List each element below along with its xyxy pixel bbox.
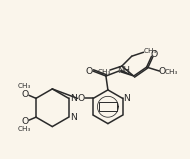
Text: O: O [159,67,166,76]
Text: O: O [151,50,158,59]
Text: O: O [86,67,93,76]
Polygon shape [121,70,134,76]
Text: CH₃: CH₃ [17,126,31,132]
Text: O: O [78,94,85,103]
Text: CH₃: CH₃ [17,83,31,90]
Text: CH₃: CH₃ [165,69,178,75]
Text: O: O [21,90,29,99]
Text: CH₃: CH₃ [97,69,111,75]
Text: CH₃: CH₃ [144,48,157,54]
Text: O: O [21,117,29,126]
Text: N: N [70,113,77,122]
Text: Abs: Abs [102,104,113,109]
Text: NH: NH [117,66,130,75]
FancyBboxPatch shape [99,102,117,111]
Text: N: N [123,94,130,103]
Text: N: N [70,94,77,103]
